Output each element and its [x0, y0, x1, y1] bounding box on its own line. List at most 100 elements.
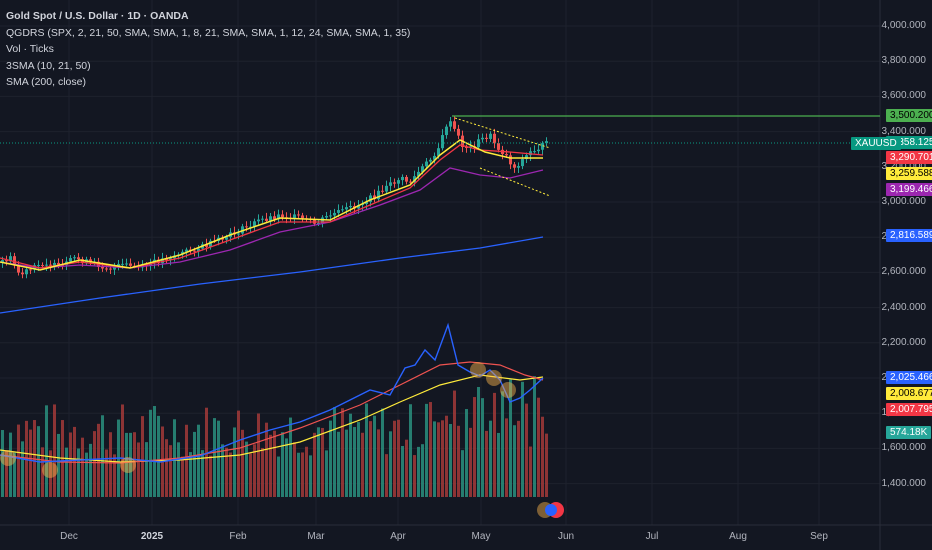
volume-bar — [253, 444, 256, 497]
time-axis-label: May — [471, 531, 491, 542]
volume-bar — [453, 390, 456, 497]
candle-body — [333, 212, 336, 216]
candle-body — [477, 139, 480, 148]
volume-bar — [113, 454, 116, 497]
volume-bar — [505, 418, 508, 497]
volume-bar — [489, 420, 492, 497]
candle-body — [521, 159, 524, 167]
price-axis-label: 3,400.000 — [881, 125, 927, 137]
time-axis-label: Aug — [729, 531, 747, 542]
volume-bar — [305, 446, 308, 497]
volume-bar — [149, 409, 152, 497]
volume-bar — [229, 452, 232, 497]
volume-bar — [261, 447, 264, 497]
volume-bar — [81, 437, 84, 497]
volume-bar — [129, 432, 132, 497]
signal-marker — [486, 370, 502, 386]
signal-marker — [470, 362, 486, 378]
volume-bar — [433, 421, 436, 497]
volume-bar — [373, 415, 376, 497]
candle-body — [17, 265, 20, 273]
volume-bar — [341, 408, 344, 497]
volume-bar — [225, 447, 228, 497]
volume-bar — [41, 447, 44, 497]
volume-bar — [145, 442, 148, 497]
volume-bar — [249, 453, 252, 497]
candle-body — [493, 133, 496, 144]
candle-body — [249, 226, 252, 228]
spx-ratio-tag: 2,025.466 — [886, 371, 932, 384]
volume-bar — [313, 432, 316, 497]
candle-body — [377, 190, 380, 200]
indicator-sma200[interactable]: SMA (200, close) — [6, 76, 86, 88]
volume-bar — [345, 429, 348, 497]
price-axis-label: 2,200.000 — [881, 336, 927, 348]
volume-bar — [545, 433, 548, 497]
time-axis-label: Dec — [60, 531, 78, 542]
candle-body — [401, 176, 404, 181]
volume-bar — [265, 422, 268, 497]
volume-bar — [501, 391, 504, 497]
symbol-title[interactable]: Gold Spot / U.S. Dollar · 1D · OANDA — [6, 10, 189, 22]
volume-bar — [497, 432, 500, 497]
signal-marker — [42, 462, 58, 478]
candle-body — [509, 155, 512, 165]
volume-bar — [457, 425, 460, 497]
candle-body — [129, 263, 132, 266]
volume-bar — [53, 404, 56, 497]
candle-body — [457, 128, 460, 136]
candle-body — [125, 263, 128, 265]
indicator-3sma[interactable]: 3SMA (10, 21, 50) — [6, 59, 91, 72]
volume-bar — [185, 424, 188, 497]
volume-bar — [521, 381, 524, 497]
candle-body — [161, 258, 164, 264]
candle-body — [397, 180, 400, 184]
volume-bar — [533, 376, 536, 497]
candle-body — [77, 257, 80, 260]
time-axis-label: Apr — [390, 531, 406, 542]
volume-bar — [221, 444, 224, 497]
time-axis-label: Feb — [229, 531, 247, 542]
candle-body — [281, 214, 284, 218]
volume-bar — [441, 420, 444, 497]
candle-body — [445, 126, 448, 136]
indicator-volume[interactable]: Vol · Ticks — [6, 43, 54, 55]
volume-bar — [285, 438, 288, 497]
candle-body — [533, 151, 536, 153]
volume-bar — [461, 450, 464, 497]
sma50-tag: 3,199.466 — [886, 183, 932, 196]
indicator-qgdrs[interactable]: QGDRS (SPX, 2, 21, 50, SMA, SMA, 1, 8, 2… — [6, 26, 411, 39]
candle-body — [437, 148, 440, 156]
time-axis-label: Mar — [307, 531, 325, 542]
volume-bar — [201, 450, 204, 497]
hline-price-tag: 3,500.200 — [886, 109, 932, 122]
candle-body — [409, 181, 412, 183]
candle-body — [9, 256, 12, 262]
volume-bar — [237, 410, 240, 497]
candle-body — [57, 262, 60, 265]
volume-bar — [141, 416, 144, 497]
volume-bar — [45, 405, 48, 497]
volume-bar — [289, 417, 292, 497]
volume-bar — [121, 404, 124, 497]
volume-bar — [541, 416, 544, 497]
candle-body — [489, 133, 492, 139]
candle-body — [73, 257, 76, 259]
volume-bar — [273, 430, 276, 497]
sma50-line — [0, 167, 544, 269]
volume-bar — [385, 454, 388, 497]
volume-bar — [197, 424, 200, 497]
volume-bar — [361, 432, 364, 497]
volume-bar — [297, 452, 300, 497]
candle-body — [109, 268, 112, 270]
candle-body — [405, 176, 408, 182]
candle-body — [29, 269, 32, 271]
candle-body — [529, 151, 532, 156]
candle-body — [185, 249, 188, 252]
channel-upper — [454, 117, 551, 149]
signal-marker — [500, 382, 516, 398]
candle-body — [273, 216, 276, 220]
volume-bar — [365, 403, 368, 497]
volume-bar — [509, 379, 512, 497]
